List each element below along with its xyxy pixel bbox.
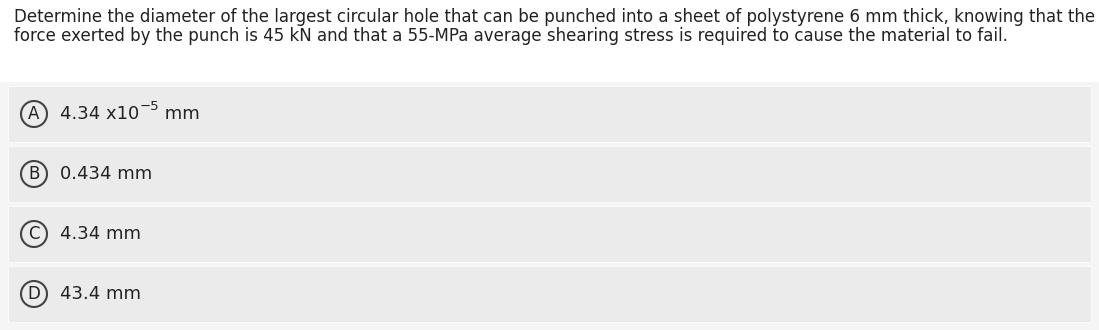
- Circle shape: [21, 281, 47, 307]
- Text: −5: −5: [140, 101, 159, 114]
- Text: force exerted by the punch is 45 kN and that a 55-MPa average shearing stress is: force exerted by the punch is 45 kN and …: [14, 27, 1008, 45]
- FancyBboxPatch shape: [8, 86, 1091, 142]
- Text: 43.4 mm: 43.4 mm: [60, 285, 141, 303]
- Circle shape: [21, 221, 47, 247]
- Text: D: D: [27, 285, 41, 303]
- Text: C: C: [29, 225, 40, 243]
- Text: 4.34 x10: 4.34 x10: [60, 105, 140, 123]
- Circle shape: [21, 101, 47, 127]
- FancyBboxPatch shape: [8, 146, 1091, 202]
- Text: 4.34 mm: 4.34 mm: [60, 225, 141, 243]
- Text: Determine the diameter of the largest circular hole that can be punched into a s: Determine the diameter of the largest ci…: [14, 8, 1095, 26]
- FancyBboxPatch shape: [8, 206, 1091, 262]
- Circle shape: [21, 161, 47, 187]
- Text: A: A: [29, 105, 40, 123]
- FancyBboxPatch shape: [8, 266, 1091, 322]
- Text: 0.434 mm: 0.434 mm: [60, 165, 153, 183]
- Text: mm: mm: [159, 105, 200, 123]
- Text: B: B: [29, 165, 40, 183]
- FancyBboxPatch shape: [0, 0, 1099, 82]
